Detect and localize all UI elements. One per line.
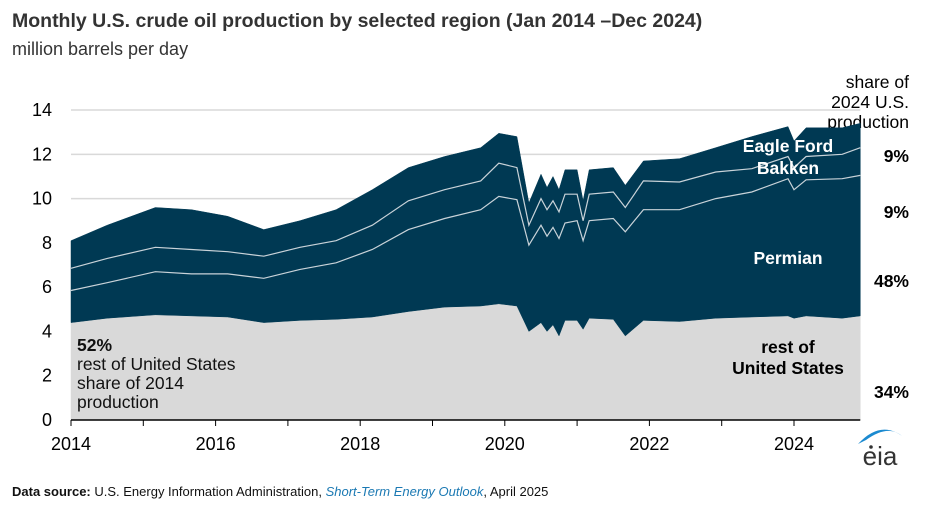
y-tick-label: 10 bbox=[32, 189, 52, 209]
x-tick-label: 2024 bbox=[774, 434, 814, 454]
y-tick-label: 6 bbox=[42, 277, 52, 297]
x-tick-label: 2016 bbox=[196, 434, 236, 454]
note-pct: 52% bbox=[77, 335, 113, 355]
share-header-line: share of bbox=[845, 72, 909, 92]
y-tick-label: 12 bbox=[32, 144, 52, 164]
y-axis-unit-label: million barrels per day bbox=[12, 39, 189, 59]
note-line: share of 2014 bbox=[77, 373, 185, 393]
share-eagle-ford: 9% bbox=[883, 146, 909, 166]
label-bakken: Bakken bbox=[756, 158, 820, 178]
label-permian: Permian bbox=[753, 248, 823, 268]
eia-logo-text: eia bbox=[863, 441, 898, 471]
source-date: , April 2025 bbox=[483, 484, 549, 499]
label-line: rest of bbox=[761, 337, 815, 357]
share-header-line: 2024 U.S. bbox=[831, 92, 909, 112]
x-tick-label: 2018 bbox=[340, 434, 380, 454]
x-tick-label: 2022 bbox=[629, 434, 669, 454]
data-source: Data source: U.S. Energy Information Adm… bbox=[12, 484, 548, 499]
share-bakken: 9% bbox=[883, 202, 909, 222]
note-line: production bbox=[77, 392, 159, 412]
x-tick-label: 2020 bbox=[485, 434, 525, 454]
share-permian: 48% bbox=[873, 271, 909, 291]
y-tick-label: 4 bbox=[42, 321, 52, 341]
y-tick-label: 2 bbox=[42, 366, 52, 386]
chart-title: Monthly U.S. crude oil production by sel… bbox=[12, 10, 703, 32]
share-rest-of-us: 34% bbox=[873, 382, 909, 402]
source-text: U.S. Energy Information Administration, bbox=[90, 484, 326, 499]
boundary-bakken bbox=[70, 147, 861, 269]
x-tick-label: 2014 bbox=[51, 434, 91, 454]
label-rest-of-us: rest of United States bbox=[718, 337, 858, 379]
boundary-permian bbox=[70, 174, 861, 292]
note-2014-share: 52% rest of United States share of 2014 … bbox=[77, 336, 236, 412]
y-tick-label: 8 bbox=[42, 233, 52, 253]
y-tick-label: 0 bbox=[42, 410, 52, 430]
y-tick-label: 14 bbox=[32, 100, 52, 120]
source-label: Data source: bbox=[12, 484, 91, 499]
label-eagle-ford: Eagle Ford bbox=[742, 136, 834, 156]
note-line: rest of United States bbox=[77, 354, 236, 374]
source-link[interactable]: Short-Term Energy Outlook bbox=[325, 484, 484, 499]
label-line: United States bbox=[732, 358, 844, 378]
eia-logo: eia bbox=[858, 429, 902, 471]
